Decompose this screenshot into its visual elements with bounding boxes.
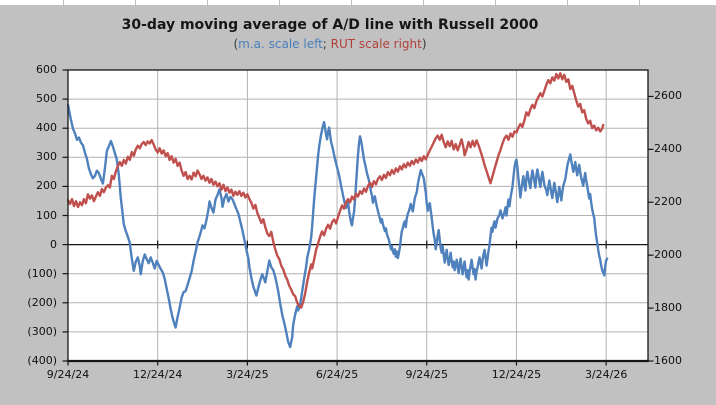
x-axis-label: 3/24/25 [226,368,269,381]
subtitle-close-paren: ) [421,37,427,51]
left-axis-label: 600 [36,63,57,76]
subtitle-open-paren: ( [233,37,239,51]
x-axis-label: 9/24/25 [405,368,448,381]
right-axis-label: 1600 [654,354,682,367]
russell-2000-series [67,71,605,309]
subtitle-separator: ; [322,37,331,51]
right-axis-label: 1800 [654,301,682,315]
x-axis-label: 12/24/24 [132,368,183,381]
left-axis-label: 0 [50,237,57,251]
left-axis-label: 400 [36,121,57,135]
left-axis-label: 500 [36,92,57,106]
left-axis-label: (400) [27,354,57,367]
left-axis-label: (100) [27,266,57,280]
x-axis-label: 6/24/25 [315,368,359,381]
x-axis-label: 12/24/25 [491,368,542,381]
x-axis-label: 9/24/24 [46,368,90,381]
right-axis-label: 2000 [654,248,682,262]
chart-subtitle: (m.a. scale left; RUT scale right) [0,37,660,51]
left-axis-label: (200) [27,295,57,309]
chart-title: 30-day moving average of A/D line with R… [121,17,539,33]
right-axis-label: 2600 [654,89,682,103]
x-axis-label: 3/24/26 [584,368,628,381]
left-axis-label: (300) [27,324,57,338]
subtitle-right-scale-label: RUT scale right [330,37,422,51]
left-axis-label: 100 [36,208,57,222]
ad-line-series [67,103,609,349]
left-axis-label: 200 [36,179,57,193]
right-axis-label: 2200 [654,195,682,209]
left-axis-label: 300 [36,150,57,164]
right-axis-label: 2400 [654,142,682,156]
spreadsheet-edge-strip [0,0,716,5]
subtitle-left-scale-label: m.a. scale left [238,37,323,51]
